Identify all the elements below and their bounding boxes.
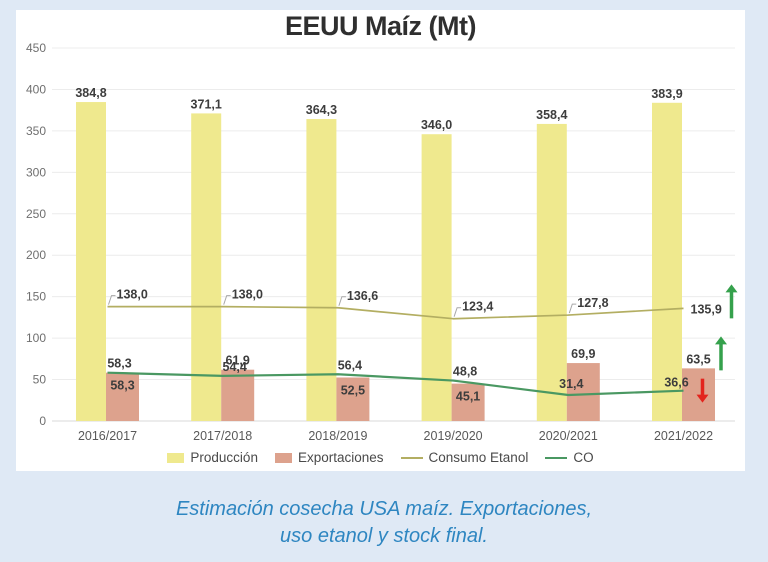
bar-exportaciones xyxy=(106,372,139,421)
legend-item: CO xyxy=(545,450,594,465)
caption-line-2: uso etanol y stock final. xyxy=(280,525,488,547)
value-label-produccion: 346,0 xyxy=(421,118,452,132)
y-tick-label: 250 xyxy=(26,207,46,221)
legend-label: Producción xyxy=(190,450,258,465)
bar-produccion xyxy=(652,102,682,422)
legend-swatch-box xyxy=(167,452,185,463)
legend-label: Consumo Etanol xyxy=(428,450,529,465)
value-label-co: 31,4 xyxy=(559,377,583,391)
value-label-co: 48,8 xyxy=(453,365,477,379)
value-label-consumo-etanol: 138,0 xyxy=(117,288,148,302)
y-tick-label: 200 xyxy=(26,248,46,262)
value-label-produccion: 383,9 xyxy=(651,87,682,101)
chart-caption: Estimación cosecha USA maíz. Exportacion… xyxy=(0,496,768,550)
y-tick-label: 0 xyxy=(39,414,46,428)
value-label-produccion: 364,3 xyxy=(306,103,337,117)
value-label-exportaciones: 52,5 xyxy=(341,383,365,397)
legend-swatch-line xyxy=(545,456,568,459)
x-category-label: 2018/2019 xyxy=(308,429,367,443)
label-leader xyxy=(338,296,346,306)
legend-item: Producción xyxy=(167,450,258,465)
bar-produccion xyxy=(306,119,337,422)
legend-swatch-box xyxy=(274,452,292,463)
label-leader xyxy=(568,303,577,314)
line-co xyxy=(107,371,684,397)
legend-label: CO xyxy=(573,450,594,465)
bar-produccion xyxy=(76,102,106,422)
value-label-co: 56,4 xyxy=(338,358,362,372)
y-tick-label: 450 xyxy=(26,41,46,55)
value-label-co: 36,6 xyxy=(664,376,688,390)
value-label-exportaciones: 63,5 xyxy=(686,352,710,366)
x-category-label: 2020/2021 xyxy=(539,429,598,443)
value-label-consumo-etanol: 123,4 xyxy=(462,300,493,314)
value-label-exportaciones: 69,9 xyxy=(571,347,595,361)
bar-exportaciones xyxy=(451,383,485,421)
line-consumo-etanol xyxy=(107,305,684,320)
value-label-produccion: 358,4 xyxy=(536,108,567,122)
y-tick-label: 100 xyxy=(26,331,46,345)
value-label-consumo-etanol: 136,6 xyxy=(347,289,378,303)
bar-exportaciones xyxy=(336,377,370,421)
value-label-exportaciones: 61,9 xyxy=(226,354,250,368)
label-leader xyxy=(108,295,116,305)
value-label-exportaciones: 58,3 xyxy=(110,379,134,393)
value-label-consumo-etanol: 127,8 xyxy=(577,296,608,310)
trend-arrow-down-co-head xyxy=(696,394,709,403)
value-label-produccion: 384,8 xyxy=(75,86,106,100)
label-leader xyxy=(453,307,462,317)
y-tick-label: 150 xyxy=(26,290,46,304)
x-category-label: 2019/2020 xyxy=(424,429,483,443)
bar-produccion xyxy=(191,113,222,422)
x-category-label: 2016/2017 xyxy=(78,429,137,443)
value-label-exportaciones: 45,1 xyxy=(456,390,480,404)
bar-exportaciones xyxy=(221,369,255,421)
legend-swatch-line xyxy=(400,456,423,459)
value-label-consumo-etanol: 138,0 xyxy=(232,288,263,302)
legend-item: Exportaciones xyxy=(274,450,384,465)
bar-exportaciones xyxy=(566,363,600,421)
y-tick-label: 300 xyxy=(26,165,46,179)
y-tick-label: 400 xyxy=(26,82,46,96)
y-tick-label: 350 xyxy=(26,124,46,138)
caption-line-1: Estimación cosecha USA maíz. Exportacion… xyxy=(175,498,593,520)
x-category-label: 2021/2022 xyxy=(654,429,713,443)
x-category-label: 2017/2018 xyxy=(193,429,252,443)
trend-arrow-up-etanol-head xyxy=(725,284,738,293)
value-label-produccion: 371,1 xyxy=(191,97,222,111)
legend-item: Consumo Etanol xyxy=(400,450,529,465)
value-label-consumo-etanol: 135,9 xyxy=(691,302,722,316)
chart-legend: Producción Exportaciones Consumo Etanol CO xyxy=(16,450,745,465)
value-label-co: 54,4 xyxy=(223,360,247,374)
y-tick-label: 50 xyxy=(33,373,47,387)
label-leader xyxy=(223,295,231,305)
legend-label: Exportaciones xyxy=(297,450,384,465)
value-label-co: 58,3 xyxy=(107,357,131,371)
bar-produccion xyxy=(421,134,452,421)
bar-produccion xyxy=(536,123,567,422)
trend-arrow-up-exportaciones-head xyxy=(715,336,727,345)
chart-title: EEUU Maíz (Mt) xyxy=(285,11,477,41)
